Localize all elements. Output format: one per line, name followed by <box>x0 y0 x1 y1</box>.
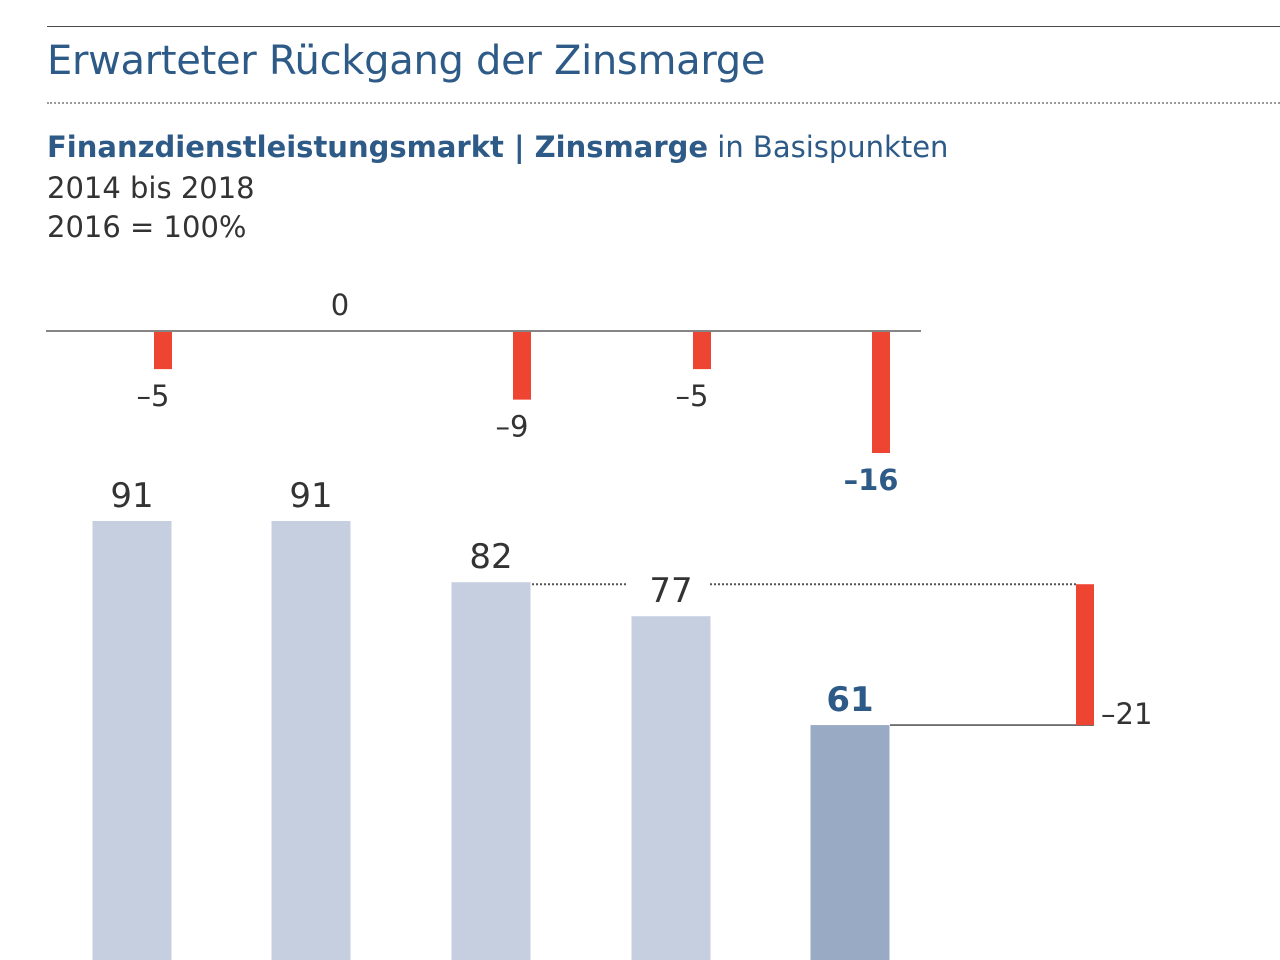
change-bar-4 <box>693 332 711 370</box>
subtitle-unit: in Basispunkten <box>708 130 949 164</box>
change-bar-5 <box>872 332 890 453</box>
bar-1 <box>92 521 172 960</box>
bar-2 <box>271 521 351 960</box>
chart-subtitle: Finanzdienstleistungsmarkt | Zinsmarge i… <box>47 130 948 164</box>
bar-value-label: 61 <box>826 680 873 720</box>
change-bar-1 <box>154 332 172 370</box>
change-label: –9 <box>496 410 529 444</box>
bar-value-label: 91 <box>110 476 153 516</box>
subtitle-metric: Zinsmarge <box>534 130 709 164</box>
change-label: –5 <box>676 379 709 413</box>
total-change-label: –21 <box>1101 697 1152 731</box>
bar-5 <box>810 725 890 960</box>
bar-value-label: 82 <box>469 537 512 577</box>
bar-3 <box>451 582 531 960</box>
title-divider <box>47 102 1280 104</box>
subtitle-separator: | <box>503 130 535 164</box>
chart-period: 2014 bis 2018 <box>47 171 255 205</box>
change-label: –16 <box>844 463 899 497</box>
subtitle-market: Finanzdienstleistungsmarkt <box>47 130 504 164</box>
bar-4 <box>631 616 711 960</box>
change-label: 0 <box>331 288 349 322</box>
bar-value-label: 91 <box>289 476 332 516</box>
top-rule <box>47 26 1280 27</box>
change-bar-3 <box>513 332 531 400</box>
total-change-bar <box>1076 584 1094 726</box>
change-label: –5 <box>137 379 170 413</box>
bar-value-label: 77 <box>649 571 692 611</box>
page-title: Erwarteter Rückgang der Zinsmarge <box>47 38 766 84</box>
chart-base: 2016 = 100% <box>47 210 247 244</box>
